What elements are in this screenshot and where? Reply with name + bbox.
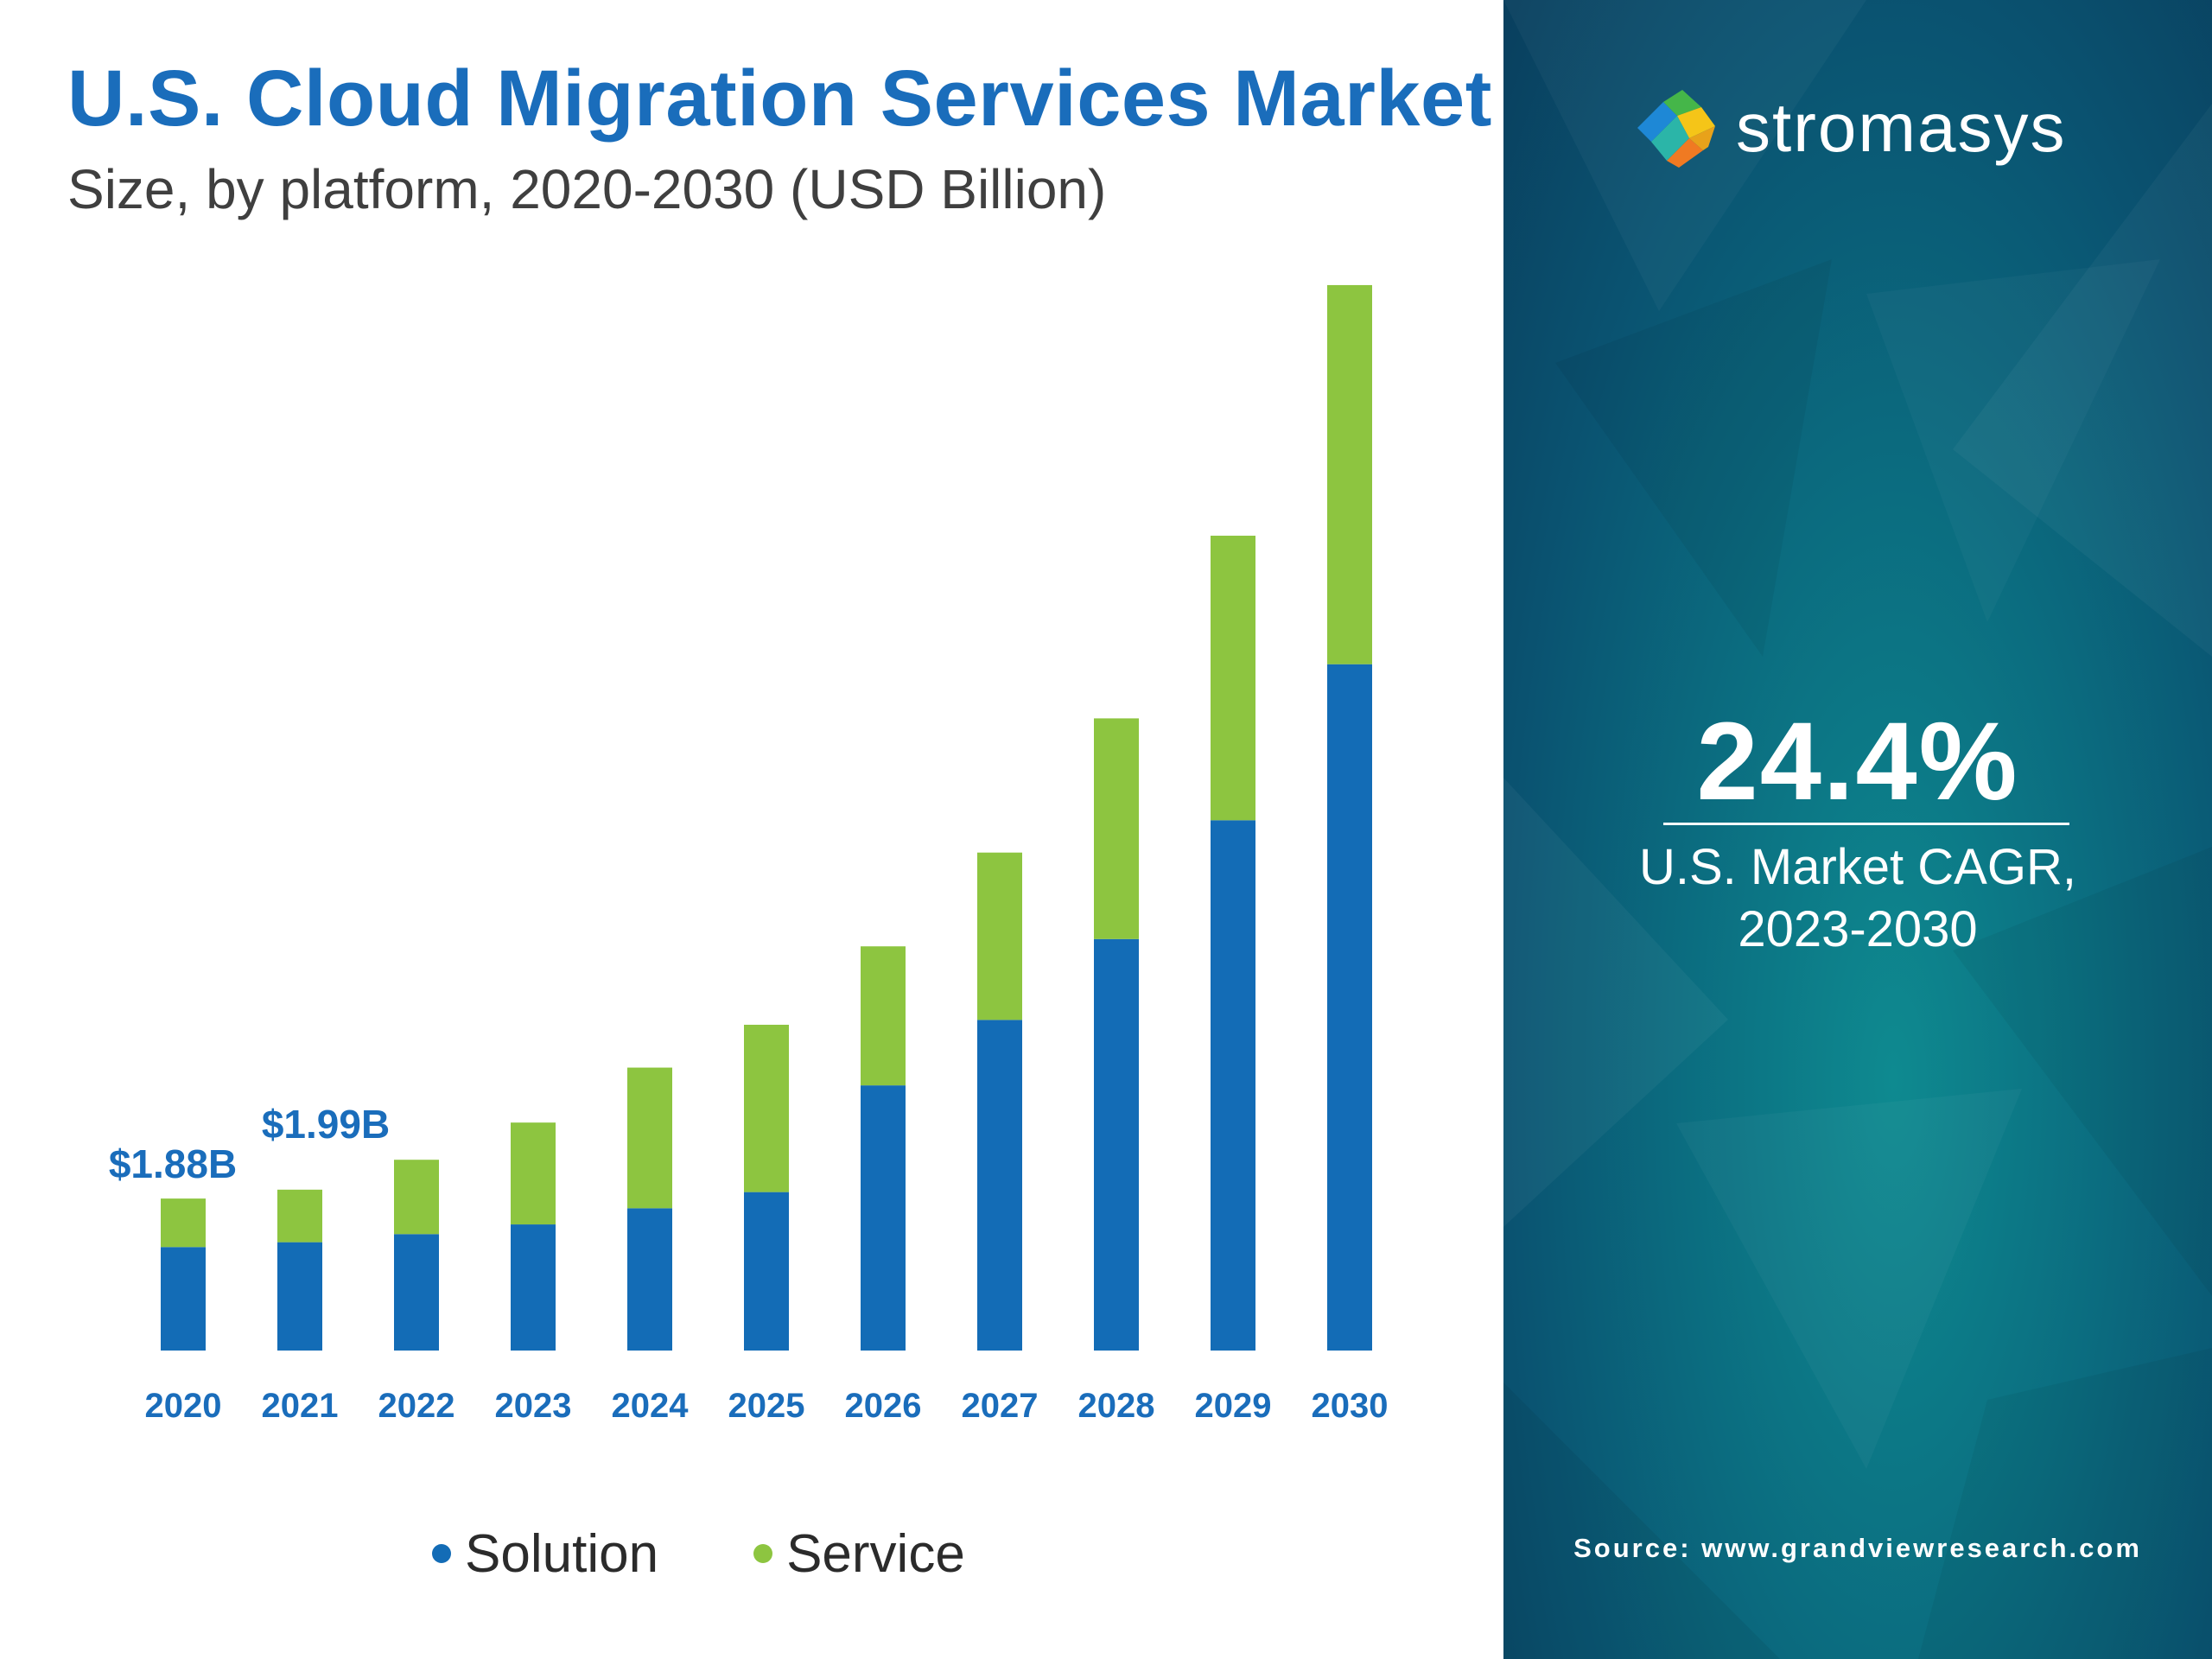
bar-solution-2025 [744,1192,789,1351]
bar-service-2020 [161,1198,206,1248]
data-label-2021: $1.99B [262,1102,390,1147]
x-tick-label-2024: 2024 [612,1387,690,1425]
legend-swatch-solution [432,1544,451,1563]
faceted-background-pattern [1503,104,2212,1659]
bar-solution-2028 [1094,938,1139,1351]
cagr-label-line2: 2023-2030 [1738,901,1978,957]
cagr-value: 24.4% [1696,700,2019,823]
legend-swatch-service [753,1544,773,1563]
chart-subtitle: Size, by platform, 2020-2030 (USD Billio… [67,158,1107,220]
bar-solution-2029 [1211,820,1255,1351]
x-tick-label-2023: 2023 [495,1387,572,1425]
chart-title: U.S. Cloud Migration Services Market [67,54,1492,143]
bar-service-2022 [394,1160,439,1235]
bar-service-2026 [861,946,906,1086]
cagr-label-line1: U.S. Market CAGR, [1639,839,2076,895]
x-tick-label-2021: 2021 [262,1387,339,1425]
stacked-bar-chart: 2020 2021 2022 2023 2024 2025 2026 2027 2028 2029… [109,284,1389,1425]
chart-legend: Solution Service [432,1519,965,1588]
bar-service-2027 [977,852,1022,1020]
x-tick-label-2025: 2025 [728,1387,805,1425]
bar-service-2023 [511,1122,556,1225]
bar-solution-2023 [511,1224,556,1351]
x-tick-label-2027: 2027 [962,1387,1039,1425]
bar-solution-2030 [1327,664,1372,1351]
bar-solution-2021 [277,1242,322,1351]
cagr-label: U.S. Market CAGR, 2023-2030 [1503,836,2212,961]
bar-solution-2026 [861,1085,906,1351]
legend-label-solution: Solution [465,1523,659,1584]
x-tick-label-2020: 2020 [145,1387,222,1425]
x-tick-label-2028: 2028 [1078,1387,1155,1425]
bar-service-2021 [277,1189,322,1243]
bar-service-2024 [627,1067,672,1209]
logo-wordmark: stromasys [1736,89,2067,166]
bar-solution-2027 [977,1020,1022,1351]
bar-solution-2020 [161,1247,206,1351]
bar-service-2030 [1327,284,1372,664]
legend-label-service: Service [786,1523,965,1584]
bar-service-2025 [744,1024,789,1192]
stromasys-logo[interactable]: stromasys [1629,86,2067,169]
source-credit: Source: www.grandviewresearch.com [1573,1533,2142,1563]
x-tick-label-2030: 2030 [1312,1387,1389,1425]
x-tick-label-2022: 2022 [378,1387,455,1425]
x-tick-label-2029: 2029 [1195,1387,1272,1425]
data-label-2020: $1.88B [109,1141,237,1186]
info-sidebar: stromasys 24.4% U.S. Market CAGR, 2023-2… [1503,0,2212,1659]
bar-service-2028 [1094,718,1139,939]
legend-item-solution: Solution [432,1523,658,1585]
stromasys-logo-icon [1637,90,1715,168]
cagr-divider [1663,823,2069,825]
bar-solution-2022 [394,1234,439,1351]
chart-panel: U.S. Cloud Migration Services Market Siz… [67,54,1492,1588]
x-tick-label-2026: 2026 [845,1387,922,1425]
legend-item-service: Service [753,1523,965,1585]
bar-service-2029 [1211,535,1255,821]
bar-solution-2024 [627,1208,672,1351]
